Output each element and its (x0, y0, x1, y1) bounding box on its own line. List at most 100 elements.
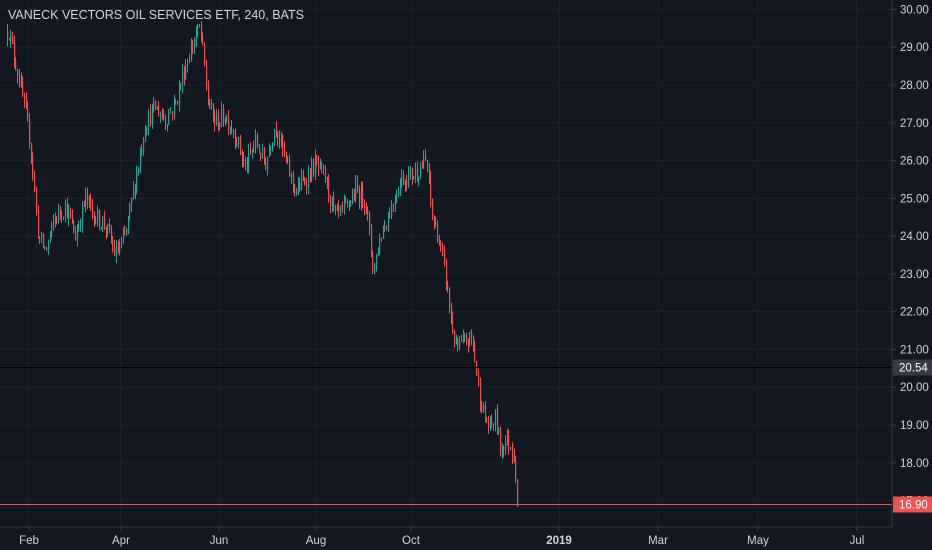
candle-body (17, 70, 19, 77)
candle-body (250, 150, 252, 152)
candle-body (150, 111, 152, 125)
candle-body (223, 108, 225, 124)
candle-body (12, 34, 14, 43)
time-axis[interactable]: Feb Apr Jun Aug Oct 2019 Mar May Jul (19, 527, 864, 547)
candle-body (320, 163, 322, 169)
candle-body (440, 242, 442, 245)
candles (7, 20, 519, 508)
candle-body (444, 252, 446, 262)
candle-body (311, 162, 313, 181)
candle-body (48, 240, 50, 249)
candle-body (517, 479, 519, 505)
candle-body (287, 159, 289, 161)
candle-body (14, 42, 16, 61)
candle-body (170, 111, 172, 114)
candle-body (189, 61, 191, 63)
candle-body (330, 196, 332, 206)
candle-body (162, 115, 164, 117)
candle-body (78, 226, 80, 231)
candle-body (473, 337, 475, 344)
candle-body (111, 229, 113, 242)
y-tick-label: 20.00 (900, 382, 929, 394)
candle-body (138, 167, 140, 173)
candle-body (99, 210, 101, 228)
x-tick-label: Jun (210, 535, 229, 547)
candle-body (367, 210, 369, 215)
candle-body (405, 180, 407, 185)
candle-body (255, 135, 257, 147)
candle-body (452, 319, 454, 333)
candle-body (490, 419, 492, 428)
candle-body (403, 175, 405, 185)
candle-body (168, 113, 170, 125)
candle-body (286, 153, 288, 161)
candle-body (87, 192, 89, 202)
candle-body (155, 101, 157, 110)
candle-body (109, 223, 111, 230)
candle-body (129, 203, 131, 217)
candle-body (67, 203, 69, 219)
y-tick-label: 27.00 (900, 118, 929, 130)
candle-body (291, 173, 293, 177)
candle-body (38, 209, 40, 239)
candle-body (306, 183, 308, 187)
candle-body (146, 128, 148, 133)
candle-body (60, 208, 62, 215)
candle-body (70, 210, 72, 218)
y-tick-label: 18.00 (900, 458, 929, 470)
candle-body (172, 111, 174, 115)
candle-body (55, 218, 57, 222)
candle-body (270, 148, 272, 151)
candle-body (430, 177, 432, 200)
candle-body (357, 183, 359, 191)
candle-body (298, 181, 300, 191)
candle-body (508, 435, 510, 449)
candle-body (412, 168, 414, 179)
candle-body (325, 169, 327, 182)
candle-body (333, 196, 335, 207)
candle-body (228, 116, 230, 130)
candle-body (9, 38, 11, 41)
candle-body (466, 335, 468, 344)
candle-body (451, 308, 453, 320)
candle-body (157, 106, 159, 110)
price-axis[interactable]: 30.00 29.00 28.00 27.00 26.00 25.00 24.00 23.00… (892, 4, 929, 508)
candle-body (264, 148, 266, 162)
candle-body (180, 85, 182, 87)
y-tick-label: 26.00 (900, 156, 929, 168)
candle-body (296, 190, 298, 195)
candle-body (340, 205, 342, 211)
candle-body (65, 203, 67, 217)
candle-body (388, 215, 390, 229)
candle-body (143, 140, 145, 151)
candle-body (359, 190, 361, 204)
candle-body (233, 131, 235, 133)
candle-body (182, 72, 184, 86)
candle-body (84, 203, 86, 205)
candle-body (491, 419, 493, 426)
candle-body (214, 115, 216, 125)
chart-title: VANECK VECTORS OIL SERVICES ETF, 240, BA… (8, 8, 304, 22)
candle-body (483, 405, 485, 413)
candle-body (194, 40, 196, 48)
candle-body (77, 230, 79, 241)
candle-body (289, 159, 291, 177)
candle-body (29, 118, 31, 145)
candle-body (89, 197, 91, 202)
candle-body (124, 232, 126, 234)
candle-body (500, 428, 502, 453)
crosshair-price-label: 20.54 (899, 363, 928, 375)
candle-body (293, 173, 295, 185)
candle-body (488, 422, 490, 428)
candle-body (58, 208, 60, 222)
y-tick-label: 28.00 (900, 80, 929, 92)
candle-body (177, 101, 179, 104)
y-tick-label: 24.00 (900, 231, 929, 243)
candle-body (158, 106, 160, 117)
candle-body (310, 171, 312, 181)
candle-body (44, 246, 46, 249)
candle-body (279, 138, 281, 142)
candle-body (152, 107, 154, 125)
